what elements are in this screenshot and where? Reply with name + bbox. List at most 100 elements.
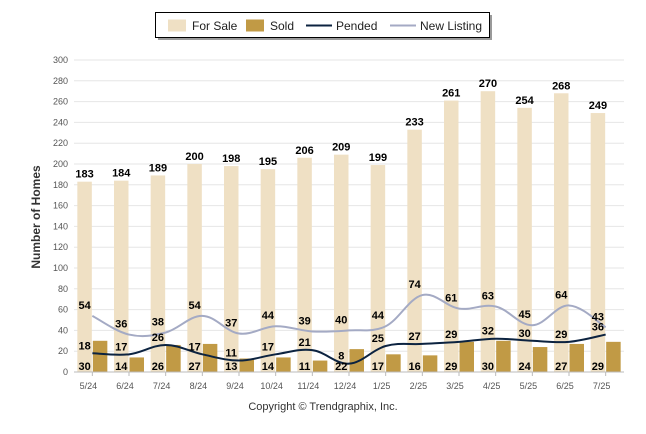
x-tick-label: 5/25 <box>520 381 538 391</box>
data-label-new-listing: 61 <box>445 293 457 305</box>
bar-sold <box>129 357 144 372</box>
data-label-new-listing: 43 <box>592 311 604 323</box>
bar-for-sale <box>407 129 422 372</box>
data-label-pended: 17 <box>262 341 274 353</box>
bar-sold <box>92 340 108 372</box>
y-tick-label: 300 <box>53 55 68 65</box>
data-label-sold: 17 <box>372 361 384 373</box>
data-label-sold: 27 <box>188 361 200 373</box>
data-label-sold: 24 <box>518 361 531 373</box>
bar-sold <box>386 354 401 372</box>
bar-for-sale <box>517 107 532 372</box>
data-label-new-listing: 44 <box>372 310 385 322</box>
data-label-pended: 17 <box>188 341 200 353</box>
y-tick-label: 40 <box>58 325 68 335</box>
x-tick-label: 12/24 <box>334 381 357 391</box>
bar-for-sale <box>480 91 496 372</box>
data-label-sold: 16 <box>408 361 420 373</box>
bar-for-sale <box>224 166 239 372</box>
data-label-for-sale: 189 <box>149 162 167 174</box>
bar-sold <box>532 347 548 372</box>
data-label-for-sale: 233 <box>405 117 423 129</box>
x-tick-label: 7/25 <box>593 381 611 391</box>
data-label-for-sale: 195 <box>259 156 277 168</box>
bars <box>77 91 621 372</box>
y-tick-label: 160 <box>53 201 68 211</box>
y-tick-label: 180 <box>53 180 68 190</box>
bar-sold <box>606 341 621 372</box>
data-label-new-listing: 45 <box>518 309 530 321</box>
data-label-for-sale: 209 <box>332 142 350 154</box>
data-label-pended: 18 <box>78 340 90 352</box>
gridlines <box>74 59 624 373</box>
bar-for-sale <box>187 164 202 372</box>
data-label-new-listing: 36 <box>115 319 127 331</box>
data-label-sold: 29 <box>445 361 457 373</box>
data-label-for-sale: 200 <box>185 151 203 163</box>
lines <box>91 293 607 365</box>
data-label-new-listing: 63 <box>482 290 494 302</box>
data-label-sold: 22 <box>335 361 347 373</box>
data-label-sold: 27 <box>555 361 567 373</box>
data-label-for-sale: 254 <box>515 95 534 107</box>
y-tick-label: 80 <box>58 284 68 294</box>
bar-sold <box>459 341 474 372</box>
data-label-pended: 32 <box>482 326 494 338</box>
legend[interactable]: For Sale Sold Pended New Listing <box>155 12 493 41</box>
legend-label-new-listing: New Listing <box>420 19 482 33</box>
y-tick-label: 260 <box>53 97 68 107</box>
data-label-pended: 21 <box>298 337 310 349</box>
bar-sold <box>422 355 438 372</box>
data-label-sold: 11 <box>299 361 311 373</box>
data-label-for-sale: 198 <box>222 153 240 165</box>
data-label-for-sale: 199 <box>369 152 387 164</box>
data-label-new-listing: 40 <box>335 314 347 326</box>
y-tick-label: 140 <box>53 221 68 231</box>
data-label-new-listing: 74 <box>408 279 421 291</box>
line-pended <box>92 333 606 365</box>
data-label-pended: 11 <box>225 348 237 360</box>
data-label-for-sale: 183 <box>75 169 93 181</box>
y-tick-label: 220 <box>53 138 68 148</box>
data-label-sold: 14 <box>115 361 128 373</box>
x-tick-label: 6/25 <box>556 381 574 391</box>
bar-for-sale <box>260 169 276 372</box>
legend-label-sold: Sold <box>270 19 294 33</box>
y-axis: 0 20 40 60 80 100 120 140 160 180 200 220 240 260 280 3… <box>53 55 68 377</box>
y-tick-label: 200 <box>53 159 68 169</box>
data-label-sold: 30 <box>482 361 494 373</box>
legend-label-for-sale: For Sale <box>192 19 238 33</box>
y-tick-label: 20 <box>58 346 68 356</box>
data-label-pended: 17 <box>115 341 127 353</box>
x-tick-label: 5/24 <box>80 381 98 391</box>
data-label-sold: 29 <box>592 361 604 373</box>
x-tick-label: 10/24 <box>260 381 283 391</box>
data-label-for-sale: 270 <box>479 78 497 90</box>
x-tick-label: 11/24 <box>297 381 319 391</box>
data-label-for-sale: 249 <box>589 100 607 112</box>
data-label-new-listing: 38 <box>152 316 164 328</box>
bar-sold <box>496 340 511 372</box>
bar-sold <box>239 358 254 372</box>
x-tick-label: 8/24 <box>190 381 208 391</box>
bar-for-sale <box>150 175 166 372</box>
data-label-pended: 27 <box>408 331 420 343</box>
x-tick-label: 4/25 <box>483 381 501 391</box>
data-labels: 183 30 18 54 184 14 17 36 189 26 26 38 200 27 17 54 198 1… <box>75 78 607 373</box>
data-label-pended: 25 <box>372 333 384 345</box>
line-new-listing <box>91 293 607 338</box>
data-label-new-listing: 64 <box>555 289 568 301</box>
bar-for-sale <box>114 180 129 372</box>
data-label-sold: 14 <box>262 361 275 373</box>
data-label-pended: 29 <box>555 329 567 341</box>
y-tick-label: 100 <box>53 263 68 273</box>
y-tick-label: 120 <box>53 242 68 252</box>
y-tick-label: 280 <box>53 76 68 86</box>
bar-for-sale <box>334 154 349 372</box>
bar-sold <box>202 343 218 372</box>
data-label-pended: 36 <box>592 322 604 334</box>
y-tick-label: 0 <box>63 367 68 377</box>
x-tick-label: 7/24 <box>153 381 171 391</box>
legend-swatch-sold <box>246 19 264 32</box>
